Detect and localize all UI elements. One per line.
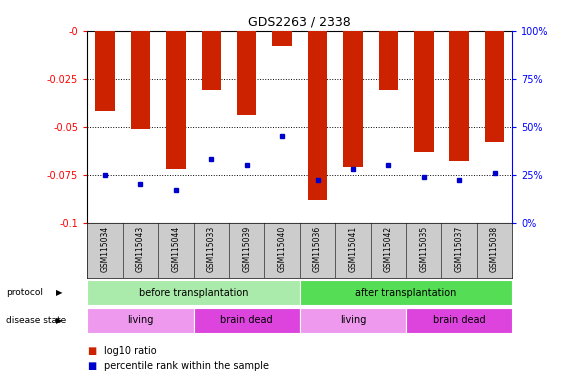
- Text: GSM115035: GSM115035: [419, 225, 428, 272]
- Bar: [131, 31, 150, 129]
- Text: ■: ■: [87, 361, 96, 371]
- Bar: [343, 31, 363, 167]
- Bar: [237, 31, 256, 115]
- Text: GSM115037: GSM115037: [455, 225, 464, 272]
- Text: living: living: [127, 315, 154, 326]
- Text: GSM115034: GSM115034: [100, 225, 109, 272]
- Text: protocol: protocol: [6, 288, 43, 297]
- Text: log10 ratio: log10 ratio: [104, 346, 157, 356]
- Bar: [272, 31, 292, 46]
- Text: brain dead: brain dead: [433, 315, 485, 326]
- Bar: [87, 308, 194, 333]
- Bar: [414, 31, 434, 152]
- Bar: [449, 31, 469, 161]
- Bar: [308, 31, 327, 200]
- Text: GSM115036: GSM115036: [313, 225, 322, 272]
- Text: GSM115038: GSM115038: [490, 225, 499, 271]
- Text: before transplantation: before transplantation: [139, 288, 248, 298]
- Text: ■: ■: [87, 346, 96, 356]
- Text: GSM115043: GSM115043: [136, 225, 145, 272]
- Bar: [166, 31, 186, 169]
- Bar: [378, 31, 398, 90]
- Text: ▶: ▶: [56, 316, 63, 325]
- Text: GSM115033: GSM115033: [207, 225, 216, 272]
- Text: GSM115039: GSM115039: [242, 225, 251, 272]
- Bar: [194, 308, 300, 333]
- Bar: [485, 31, 504, 142]
- Bar: [202, 31, 221, 90]
- Bar: [300, 280, 512, 305]
- Bar: [300, 308, 406, 333]
- Text: after transplantation: after transplantation: [355, 288, 457, 298]
- Text: disease state: disease state: [6, 316, 66, 325]
- Text: GSM115041: GSM115041: [348, 225, 358, 271]
- Text: ▶: ▶: [56, 288, 63, 297]
- Text: living: living: [339, 315, 366, 326]
- Text: percentile rank within the sample: percentile rank within the sample: [104, 361, 269, 371]
- Text: GSM115040: GSM115040: [278, 225, 287, 272]
- Text: GSM115044: GSM115044: [171, 225, 180, 272]
- Text: brain dead: brain dead: [220, 315, 273, 326]
- Bar: [95, 31, 115, 111]
- Bar: [406, 308, 512, 333]
- Bar: [87, 280, 300, 305]
- Title: GDS2263 / 2338: GDS2263 / 2338: [248, 15, 351, 28]
- Text: GSM115042: GSM115042: [384, 225, 393, 271]
